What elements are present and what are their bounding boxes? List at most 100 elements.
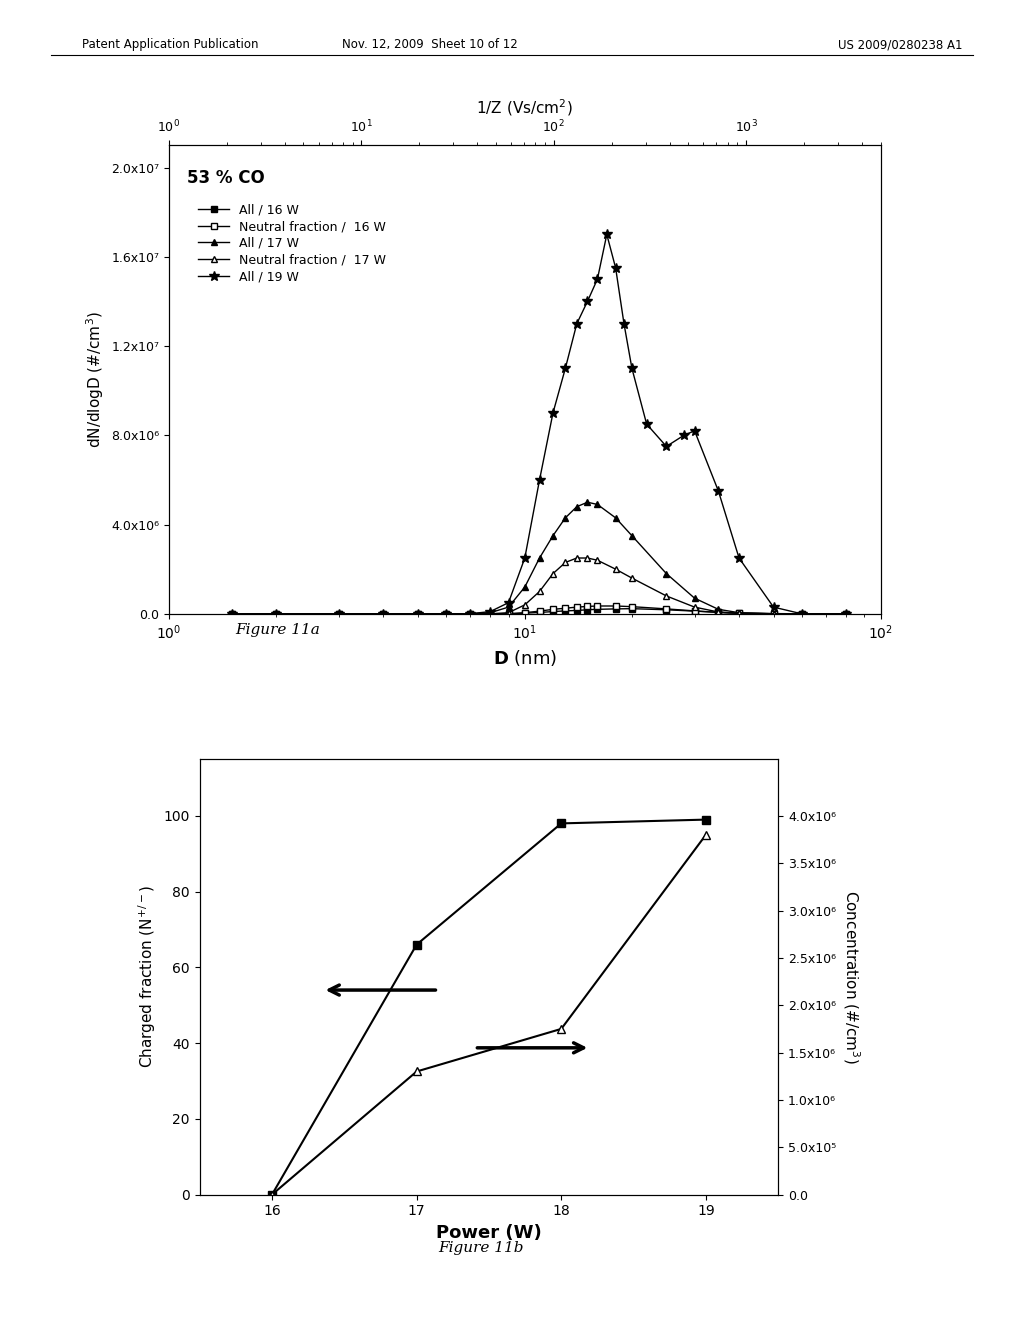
Neutral fraction /  17 W [570,550,583,566]
All / 19 W [840,606,852,622]
Neutral fraction /  16 W [534,603,546,619]
All / 19 W [547,405,559,421]
All / 19 W [617,315,630,331]
All / 17 W [270,606,283,622]
Y-axis label: Charged fraction (N$^{+/-}$): Charged fraction (N$^{+/-}$) [136,886,158,1068]
Neutral fraction /  16 W [582,598,594,614]
All / 17 W [582,494,594,510]
Neutral fraction /  16 W [464,606,476,622]
All / 17 W [464,606,476,622]
Text: 53 % CO: 53 % CO [186,169,264,186]
All / 19 W [660,438,673,454]
Line: All / 16 W: All / 16 W [228,606,849,616]
Neutral fraction /  17 W [626,570,638,586]
All / 19 W [609,260,622,276]
All / 19 W [270,606,283,622]
All / 17 W [534,550,546,566]
Neutral fraction /  17 W [840,606,852,622]
All / 19 W [225,606,238,622]
All / 19 W [412,606,424,622]
All / 19 W [678,428,690,444]
Text: Figure 11a: Figure 11a [236,623,321,638]
All / 19 W [518,550,530,566]
All / 16 W [439,606,452,622]
All / 19 W [626,360,638,376]
Neutral fraction /  16 W [377,606,389,622]
All / 19 W [439,606,452,622]
All / 16 W [377,606,389,622]
All / 17 W [609,510,622,525]
All / 19 W [534,473,546,488]
Neutral fraction /  17 W [559,554,571,570]
Neutral fraction /  16 W [547,602,559,618]
Neutral fraction /  17 W [547,566,559,582]
All / 16 W [534,605,546,620]
Legend: All / 16 W, Neutral fraction /  16 W, All / 17 W, Neutral fraction /  17 W, All : All / 16 W, Neutral fraction / 16 W, All… [193,198,391,288]
All / 16 W [733,605,745,620]
All / 16 W [626,601,638,616]
All / 17 W [660,566,673,582]
All / 17 W [591,496,603,512]
All / 16 W [270,606,283,622]
All / 19 W [767,599,779,615]
Text: US 2009/0280238 A1: US 2009/0280238 A1 [838,38,963,51]
Neutral fraction /  16 W [518,605,530,620]
Neutral fraction /  16 W [713,605,725,620]
All / 19 W [688,422,700,438]
All / 17 W [796,606,808,622]
All / 16 W [484,606,497,622]
All / 16 W [840,606,852,622]
Line: Neutral fraction /  17 W: Neutral fraction / 17 W [228,554,850,618]
All / 19 W [733,550,745,566]
Y-axis label: dN/dlogD (#/cm$^3$): dN/dlogD (#/cm$^3$) [84,312,105,447]
Neutral fraction /  17 W [464,606,476,622]
All / 17 W [518,579,530,595]
X-axis label: Power (W): Power (W) [436,1224,542,1242]
Line: All / 17 W: All / 17 W [228,499,850,618]
Neutral fraction /  16 W [225,606,238,622]
All / 17 W [333,606,345,622]
All / 19 W [640,416,652,432]
All / 17 W [733,605,745,620]
All / 19 W [464,606,476,622]
All / 16 W [464,606,476,622]
Neutral fraction /  17 W [412,606,424,622]
All / 19 W [582,293,594,309]
Neutral fraction /  17 W [518,597,530,612]
Text: Nov. 12, 2009  Sheet 10 of 12: Nov. 12, 2009 Sheet 10 of 12 [342,38,518,51]
Neutral fraction /  17 W [270,606,283,622]
All / 17 W [225,606,238,622]
All / 19 W [713,483,725,499]
Neutral fraction /  16 W [796,606,808,622]
Neutral fraction /  17 W [503,605,515,620]
Neutral fraction /  16 W [412,606,424,622]
All / 19 W [559,360,571,376]
Neutral fraction /  17 W [733,606,745,622]
All / 17 W [688,590,700,606]
Y-axis label: Concentration (#/cm$^3$): Concentration (#/cm$^3$) [841,890,861,1064]
Line: All / 19 W: All / 19 W [226,230,851,619]
Neutral fraction /  17 W [534,583,546,599]
Neutral fraction /  16 W [767,606,779,622]
All / 17 W [840,606,852,622]
Neutral fraction /  16 W [626,599,638,615]
All / 16 W [333,606,345,622]
Text: Patent Application Publication: Patent Application Publication [82,38,258,51]
Neutral fraction /  17 W [609,561,622,577]
All / 17 W [503,599,515,615]
All / 16 W [518,605,530,620]
All / 19 W [796,606,808,622]
All / 19 W [503,595,515,611]
Neutral fraction /  16 W [484,606,497,622]
All / 19 W [591,271,603,286]
All / 16 W [796,606,808,622]
Line: Neutral fraction /  16 W: Neutral fraction / 16 W [228,603,849,616]
Neutral fraction /  16 W [688,603,700,619]
All / 16 W [582,602,594,618]
All / 16 W [225,606,238,622]
Text: Figure 11b: Figure 11b [438,1241,524,1255]
All / 17 W [377,606,389,622]
All / 19 W [601,227,613,243]
Neutral fraction /  16 W [333,606,345,622]
Neutral fraction /  16 W [660,601,673,616]
